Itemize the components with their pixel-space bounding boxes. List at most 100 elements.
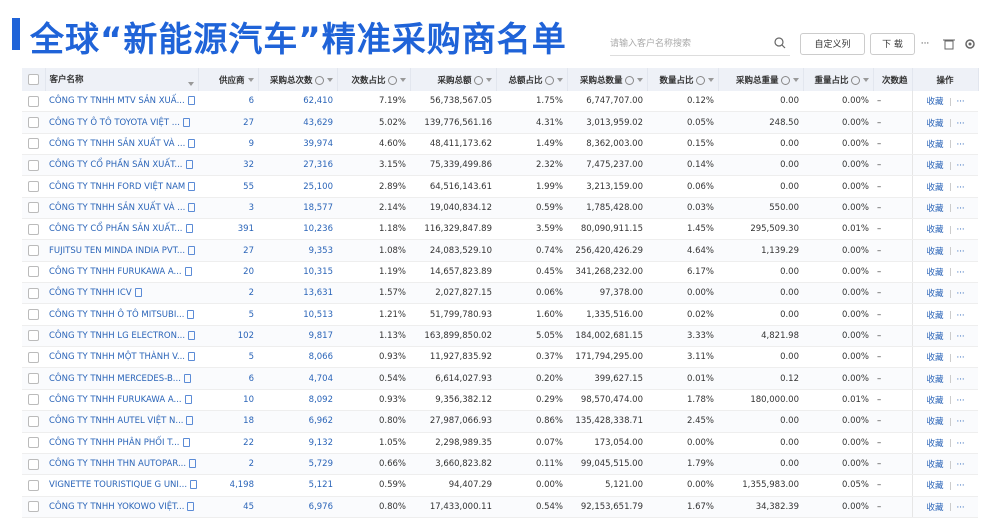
company-name[interactable]: CÔNG TY CỔ PHẦN SẢN XUẤT... (49, 160, 183, 171)
more-link[interactable]: ··· (956, 310, 965, 321)
favorite-link[interactable]: 收藏 (926, 481, 944, 492)
download-button[interactable]: 下 载 (870, 33, 915, 55)
cell-value[interactable]: 10 (243, 394, 254, 405)
copy-icon[interactable] (185, 224, 193, 234)
company-name[interactable]: CÔNG TY TNHH ICV (49, 288, 132, 299)
cell-value[interactable]: 22 (243, 437, 254, 448)
copy-icon[interactable] (189, 459, 197, 469)
cell-value[interactable]: 5 (248, 352, 254, 363)
favorite-link[interactable]: 收藏 (926, 118, 944, 129)
cell-value[interactable]: 8,092 (308, 394, 333, 405)
more-link[interactable]: ··· (956, 289, 965, 300)
favorite-link[interactable]: 收藏 (926, 289, 944, 300)
more-link[interactable]: ··· (956, 353, 965, 364)
checkbox[interactable] (28, 202, 39, 214)
checkbox[interactable] (28, 181, 39, 193)
cell-value[interactable]: 4,198 (229, 480, 254, 491)
favorite-link[interactable]: 收藏 (926, 225, 944, 236)
checkbox[interactable] (28, 287, 39, 299)
cell-value[interactable]: 8,066 (308, 352, 333, 363)
cell-value[interactable]: 9 (248, 138, 254, 149)
cell-value[interactable]: 6,976 (308, 501, 333, 512)
cell-value[interactable]: 25,100 (303, 181, 333, 192)
company-name[interactable]: CÔNG TY TNHH YOKOWO VIỆT... (49, 501, 185, 512)
cell-value[interactable]: 3 (248, 202, 254, 213)
more-link[interactable]: ··· (956, 97, 965, 108)
checkbox[interactable] (28, 351, 39, 363)
checkbox[interactable] (28, 394, 39, 406)
cell-value[interactable]: 5,729 (308, 459, 333, 470)
cell-value[interactable]: 62,410 (303, 96, 333, 107)
company-name[interactable]: CÔNG TY TNHH MERCEDES-B... (49, 373, 181, 384)
cell-value[interactable]: 20 (243, 266, 254, 277)
favorite-link[interactable]: 收藏 (926, 182, 944, 193)
company-name[interactable]: CÔNG TY TNHH FORD VIỆT NAM (49, 181, 186, 192)
copy-icon[interactable] (188, 181, 196, 191)
sort-icon[interactable] (556, 78, 563, 82)
favorite-link[interactable]: 收藏 (926, 417, 944, 428)
checkbox[interactable] (28, 266, 39, 278)
favorite-link[interactable]: 收藏 (926, 246, 944, 257)
favorite-link[interactable]: 收藏 (926, 161, 944, 172)
checkbox[interactable] (28, 117, 39, 129)
more-link[interactable]: ··· (956, 225, 965, 236)
company-name[interactable]: CÔNG TY TNHH FURUKAWA A... (49, 394, 182, 405)
more-link[interactable]: ··· (956, 267, 965, 278)
cell-value[interactable]: 9,353 (308, 245, 333, 256)
more-link[interactable]: ··· (956, 374, 965, 385)
company-name[interactable]: CÔNG TY TNHH THN AUTOPAR... (49, 459, 187, 470)
favorite-link[interactable]: 收藏 (926, 395, 944, 406)
company-name[interactable]: CÔNG TY TNHH LG ELECTRON... (49, 330, 186, 341)
checkbox[interactable] (28, 223, 39, 235)
copy-icon[interactable] (188, 202, 196, 212)
company-name[interactable]: CÔNG TY TNHH Ô TÔ MITSUBI... (49, 309, 185, 320)
checkbox[interactable] (28, 159, 39, 171)
favorite-link[interactable]: 收藏 (926, 139, 944, 150)
cell-value[interactable]: 39,974 (303, 138, 333, 149)
cell-value[interactable]: 27,316 (303, 160, 333, 171)
checkbox[interactable] (27, 74, 39, 85)
sort-icon[interactable] (792, 78, 799, 82)
company-name[interactable]: FUJITSU TEN MINDA INDIA PVT... (49, 245, 186, 256)
favorite-link[interactable]: 收藏 (926, 374, 944, 385)
sort-icon[interactable] (636, 78, 643, 82)
cell-value[interactable]: 18,577 (303, 202, 333, 213)
copy-icon[interactable] (188, 138, 196, 148)
cell-value[interactable]: 27 (243, 117, 254, 128)
copy-icon[interactable] (187, 309, 195, 319)
favorite-link[interactable]: 收藏 (926, 267, 944, 278)
more-link[interactable]: ··· (956, 118, 965, 129)
delete-icon[interactable] (943, 38, 955, 50)
cell-value[interactable]: 9,132 (308, 437, 333, 448)
copy-icon[interactable] (182, 437, 190, 447)
cell-value[interactable]: 6,962 (308, 416, 333, 427)
company-name[interactable]: CÔNG TY Ô TÔ TOYOTA VIỆT ... (49, 117, 180, 128)
favorite-link[interactable]: 收藏 (926, 97, 944, 108)
more-link[interactable]: ··· (956, 481, 965, 492)
copy-icon[interactable] (185, 160, 193, 170)
copy-icon[interactable] (188, 352, 195, 362)
cell-value[interactable]: 102 (237, 330, 254, 341)
cell-value[interactable]: 18 (243, 416, 254, 427)
more-link[interactable]: ··· (956, 438, 965, 449)
more-link[interactable]: ··· (956, 417, 965, 428)
checkbox[interactable] (28, 479, 39, 491)
favorite-link[interactable]: 收藏 (926, 502, 944, 513)
cell-value[interactable]: 10,236 (303, 224, 333, 235)
more-link[interactable]: ··· (956, 246, 965, 257)
more-link[interactable]: ··· (956, 502, 965, 513)
search-box[interactable]: 请输入客户名称搜索 (610, 33, 790, 56)
company-name[interactable]: CÔNG TY TNHH MTV SẢN XUẤ... (49, 96, 185, 107)
copy-icon[interactable] (183, 373, 191, 383)
company-name[interactable]: CÔNG TY CỔ PHẦN SẢN XUẤT... (49, 224, 183, 235)
sort-icon[interactable] (187, 82, 194, 86)
cell-value[interactable]: 10,315 (303, 266, 333, 277)
favorite-link[interactable]: 收藏 (926, 203, 944, 214)
cell-value[interactable]: 6 (248, 96, 254, 107)
company-name[interactable]: CÔNG TY TNHH MỘT THÀNH V... (49, 352, 185, 363)
cell-value[interactable]: 5,121 (308, 480, 333, 491)
cell-value[interactable]: 6 (248, 373, 254, 384)
company-name[interactable]: CÔNG TY TNHH AUTEL VIỆT N... (49, 416, 184, 427)
cell-value[interactable]: 9,817 (308, 330, 333, 341)
favorite-link[interactable]: 收藏 (926, 460, 944, 471)
